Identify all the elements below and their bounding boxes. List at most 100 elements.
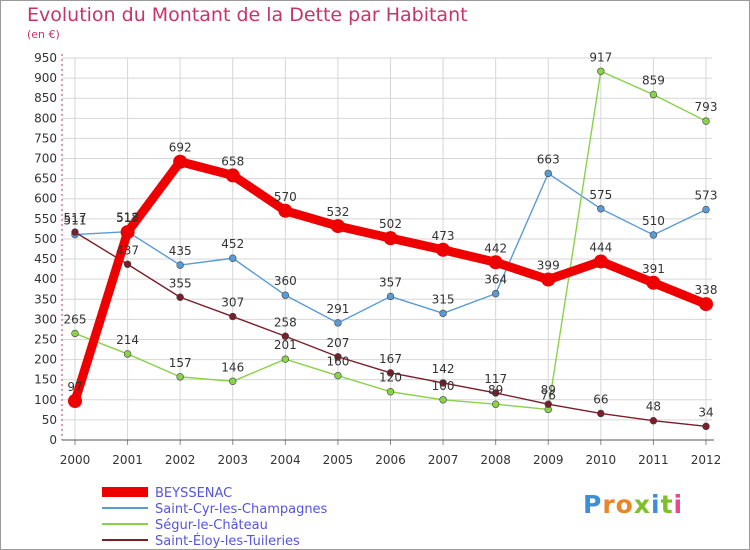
data-point — [439, 309, 447, 318]
logo-letter: o — [615, 490, 634, 519]
y-tick-label: 50 — [42, 413, 57, 427]
data-point — [383, 231, 398, 246]
data-label: 692 — [169, 141, 192, 155]
y-tick-label: 100 — [34, 393, 57, 407]
data-label: 307 — [221, 296, 244, 310]
data-point — [702, 422, 710, 431]
data-label: 76 — [541, 388, 556, 402]
data-point — [281, 291, 290, 299]
axes: 0 50 100 150 200 250 300 350 400 450 500 550 600 650 7… — [34, 51, 721, 467]
data-label: 452 — [221, 237, 244, 251]
data-point — [120, 225, 135, 240]
y-tick-label: 0 — [49, 433, 57, 447]
chart-title: Evolution du Montant de la Dette par Hab… — [27, 4, 468, 26]
data-point — [646, 275, 661, 290]
data-point — [439, 379, 447, 387]
data-label: 201 — [274, 338, 297, 352]
y-tick-label: 700 — [34, 152, 57, 166]
data-point — [386, 388, 395, 396]
legend: BEYSSENACSaint-Cyr-les-ChampagnesSégur-l… — [102, 486, 328, 549]
data-point — [176, 261, 184, 269]
data-point — [702, 205, 710, 214]
legend-label: Saint-Cyr-les-Champagnes — [155, 502, 328, 517]
x-tick-label: 2009 — [533, 453, 564, 467]
data-label: 510 — [642, 214, 665, 228]
data-point — [334, 371, 342, 380]
data-point — [491, 389, 500, 397]
data-label: 399 — [537, 259, 560, 273]
data-point — [649, 90, 658, 99]
x-tick-label: 2003 — [217, 453, 248, 467]
data-point — [488, 255, 503, 270]
data-label: 160 — [326, 355, 349, 369]
data-point — [225, 168, 240, 183]
logo-letter: t — [660, 490, 674, 519]
x-tick-label: 2004 — [270, 453, 301, 467]
y-tick-label: 750 — [34, 131, 57, 145]
data-label: 575 — [589, 188, 612, 202]
data-label: 532 — [326, 205, 349, 219]
data-label: 658 — [221, 154, 244, 168]
x-tick-label: 2011 — [638, 453, 669, 467]
data-point — [334, 353, 342, 361]
data-label: 517 — [116, 211, 139, 225]
data-label: 502 — [379, 217, 402, 231]
data-point — [439, 396, 447, 404]
y-tick-label: 500 — [34, 232, 57, 246]
data-label: 357 — [379, 275, 402, 289]
y-tick-label: 350 — [34, 292, 57, 306]
y-tick-label: 250 — [34, 332, 57, 346]
legend-label: Ségur-le-Château — [155, 518, 268, 533]
data-point — [176, 373, 184, 381]
proxiti-logo: Proxiti — [583, 490, 683, 519]
y-tick-label: 400 — [34, 272, 57, 286]
data-point — [176, 293, 184, 301]
data-point — [386, 369, 395, 377]
y-tick-label: 950 — [34, 51, 57, 65]
x-tick-label: 2000 — [60, 453, 91, 467]
y-tick-label: 900 — [34, 71, 57, 85]
data-label: 793 — [695, 100, 718, 114]
y-tick-label: 650 — [34, 172, 57, 186]
data-label: 34 — [698, 405, 713, 419]
data-point — [229, 254, 237, 262]
data-point — [334, 319, 342, 327]
data-label: 117 — [484, 372, 507, 386]
data-label: 473 — [432, 229, 455, 243]
data-label: 917 — [589, 50, 612, 64]
legend-label: Saint-Éloy-les-Tuileries — [155, 533, 300, 549]
data-label: 663 — [537, 152, 560, 166]
y-tick-label: 200 — [34, 353, 57, 367]
data-point — [699, 297, 713, 312]
x-tick-label: 2010 — [586, 453, 617, 467]
data-point — [386, 292, 395, 301]
y-tick-label: 550 — [34, 212, 57, 226]
data-point — [123, 260, 132, 268]
data-label: 100 — [432, 379, 455, 393]
x-tick-label: 2008 — [480, 453, 511, 467]
data-point — [229, 312, 237, 321]
data-label: 444 — [589, 240, 612, 254]
data-label: 167 — [379, 352, 402, 366]
y-tick-label: 300 — [34, 312, 57, 326]
x-tick-label: 2012 — [691, 453, 722, 467]
data-point — [491, 289, 500, 298]
data-label: 258 — [274, 315, 297, 329]
data-label: 146 — [221, 360, 244, 374]
data-label: 360 — [274, 274, 297, 288]
data-label: 435 — [169, 244, 192, 258]
data-label: 291 — [326, 302, 349, 316]
data-point — [649, 231, 658, 239]
logo-letter: x — [633, 490, 651, 519]
logo-letter: i — [651, 490, 661, 519]
data-label: 97 — [67, 380, 82, 394]
data-label: 859 — [642, 74, 665, 88]
data-label: 391 — [642, 262, 665, 276]
data-label: 207 — [326, 336, 349, 350]
data-point — [173, 154, 188, 169]
data-label: 157 — [169, 356, 192, 370]
data-point — [597, 409, 605, 418]
x-tick-label: 2006 — [375, 453, 406, 467]
data-label: 355 — [169, 276, 192, 290]
logo-letter: P — [583, 490, 603, 519]
